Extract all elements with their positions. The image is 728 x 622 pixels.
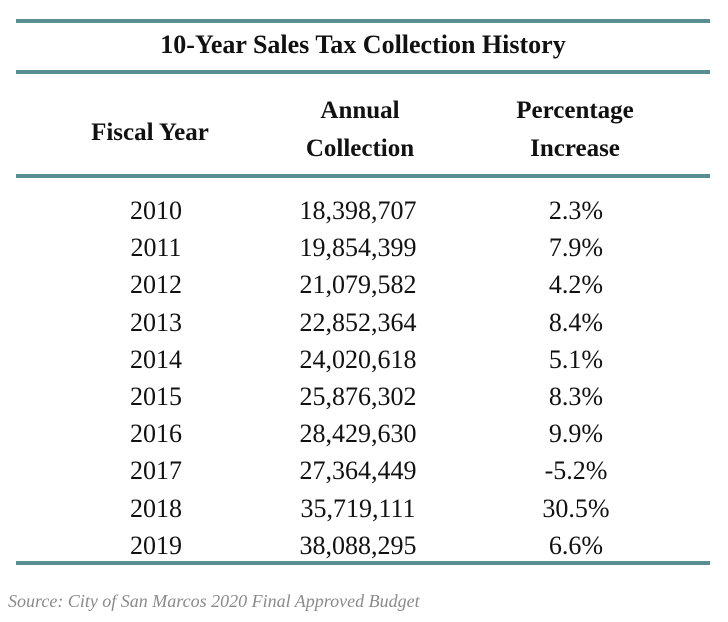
- annual-collection-cell: 25,876,302: [299, 381, 417, 411]
- fiscal-year-cell: 2018: [130, 493, 182, 523]
- table-title: 10-Year Sales Tax Collection History: [160, 30, 566, 59]
- annual-collection-cell: 21,079,582: [299, 270, 417, 300]
- title-rule: [16, 70, 710, 74]
- percentage-increase-cell: 30.5%: [542, 493, 610, 523]
- header-annual-collection: Annual Collection: [250, 92, 470, 168]
- table-row: 2012 21,079,582 4.2%: [16, 266, 710, 303]
- annual-collection-cell: 18,398,707: [299, 196, 417, 225]
- header-annual-collection-line-1: Annual: [320, 97, 400, 124]
- percentage-increase-cell: 4.2%: [548, 270, 604, 300]
- percentage-increase-cell: 2.3%: [548, 196, 604, 225]
- annual-collection-cell: 19,854,399: [299, 233, 417, 263]
- bottom-rule: [16, 561, 710, 565]
- fiscal-year-cell: 2016: [130, 419, 182, 449]
- annual-collection-cell: 35,719,111: [300, 493, 416, 523]
- header-percentage-increase: Percentage Increase: [460, 92, 690, 168]
- percentage-increase-cell: 9.9%: [548, 419, 604, 449]
- percentage-increase-cell: 8.3%: [548, 381, 604, 411]
- percentage-increase-cell: -5.2%: [544, 456, 608, 486]
- table-row: 2017 27,364,449 -5.2%: [16, 452, 710, 489]
- percentage-increase-cell: 6.6%: [548, 530, 604, 560]
- header-percentage-increase-line-2: Increase: [530, 135, 620, 162]
- percentage-increase-cell: 7.9%: [548, 233, 604, 263]
- source-note: Source: City of San Marcos 2020 Final Ap…: [8, 591, 420, 611]
- annual-collection-cell: 24,020,618: [299, 344, 417, 374]
- annual-collection-cell: 22,852,364: [299, 307, 417, 337]
- percentage-increase-cell: 5.1%: [548, 344, 604, 374]
- header-fiscal-year-line-1: Fiscal Year: [91, 119, 209, 146]
- fiscal-year-cell: 2013: [130, 307, 182, 337]
- table-row: 2013 22,852,364 8.4%: [16, 304, 710, 341]
- fiscal-year-cell: 2017: [130, 456, 182, 486]
- percentage-increase-cell: 8.4%: [548, 307, 604, 337]
- header-rule: [16, 174, 710, 178]
- annual-collection-cell: 38,088,295: [299, 530, 417, 560]
- header-fiscal-year: Fiscal Year: [30, 114, 270, 152]
- header-percentage-increase-line-1: Percentage: [516, 97, 634, 124]
- fiscal-year-cell: 2012: [130, 270, 182, 300]
- fiscal-year-cell: 2019: [130, 530, 182, 560]
- table-row: 2011 19,854,399 7.9%: [16, 229, 710, 266]
- table-row: 2019 38,088,295 6.6%: [16, 527, 710, 564]
- fiscal-year-cell: 2011: [130, 233, 182, 263]
- top-rule: [16, 19, 710, 23]
- header-annual-collection-line-2: Collection: [305, 135, 415, 162]
- fiscal-year-cell: 2010: [130, 196, 182, 225]
- annual-collection-cell: 27,364,449: [299, 456, 417, 486]
- table-row: 2016 28,429,630 9.9%: [16, 415, 710, 452]
- fiscal-year-cell: 2015: [130, 381, 182, 411]
- table-body: 2010 18,398,707 2.3% 2011 19,854,399 7.9…: [16, 192, 710, 564]
- table-row: 2018 35,719,111 30.5%: [16, 490, 710, 527]
- table-row: 2014 24,020,618 5.1%: [16, 341, 710, 378]
- annual-collection-cell: 28,429,630: [299, 419, 417, 449]
- fiscal-year-cell: 2014: [130, 344, 182, 374]
- table-row: 2015 25,876,302 8.3%: [16, 378, 710, 415]
- table-row: 2010 18,398,707 2.3%: [16, 192, 710, 229]
